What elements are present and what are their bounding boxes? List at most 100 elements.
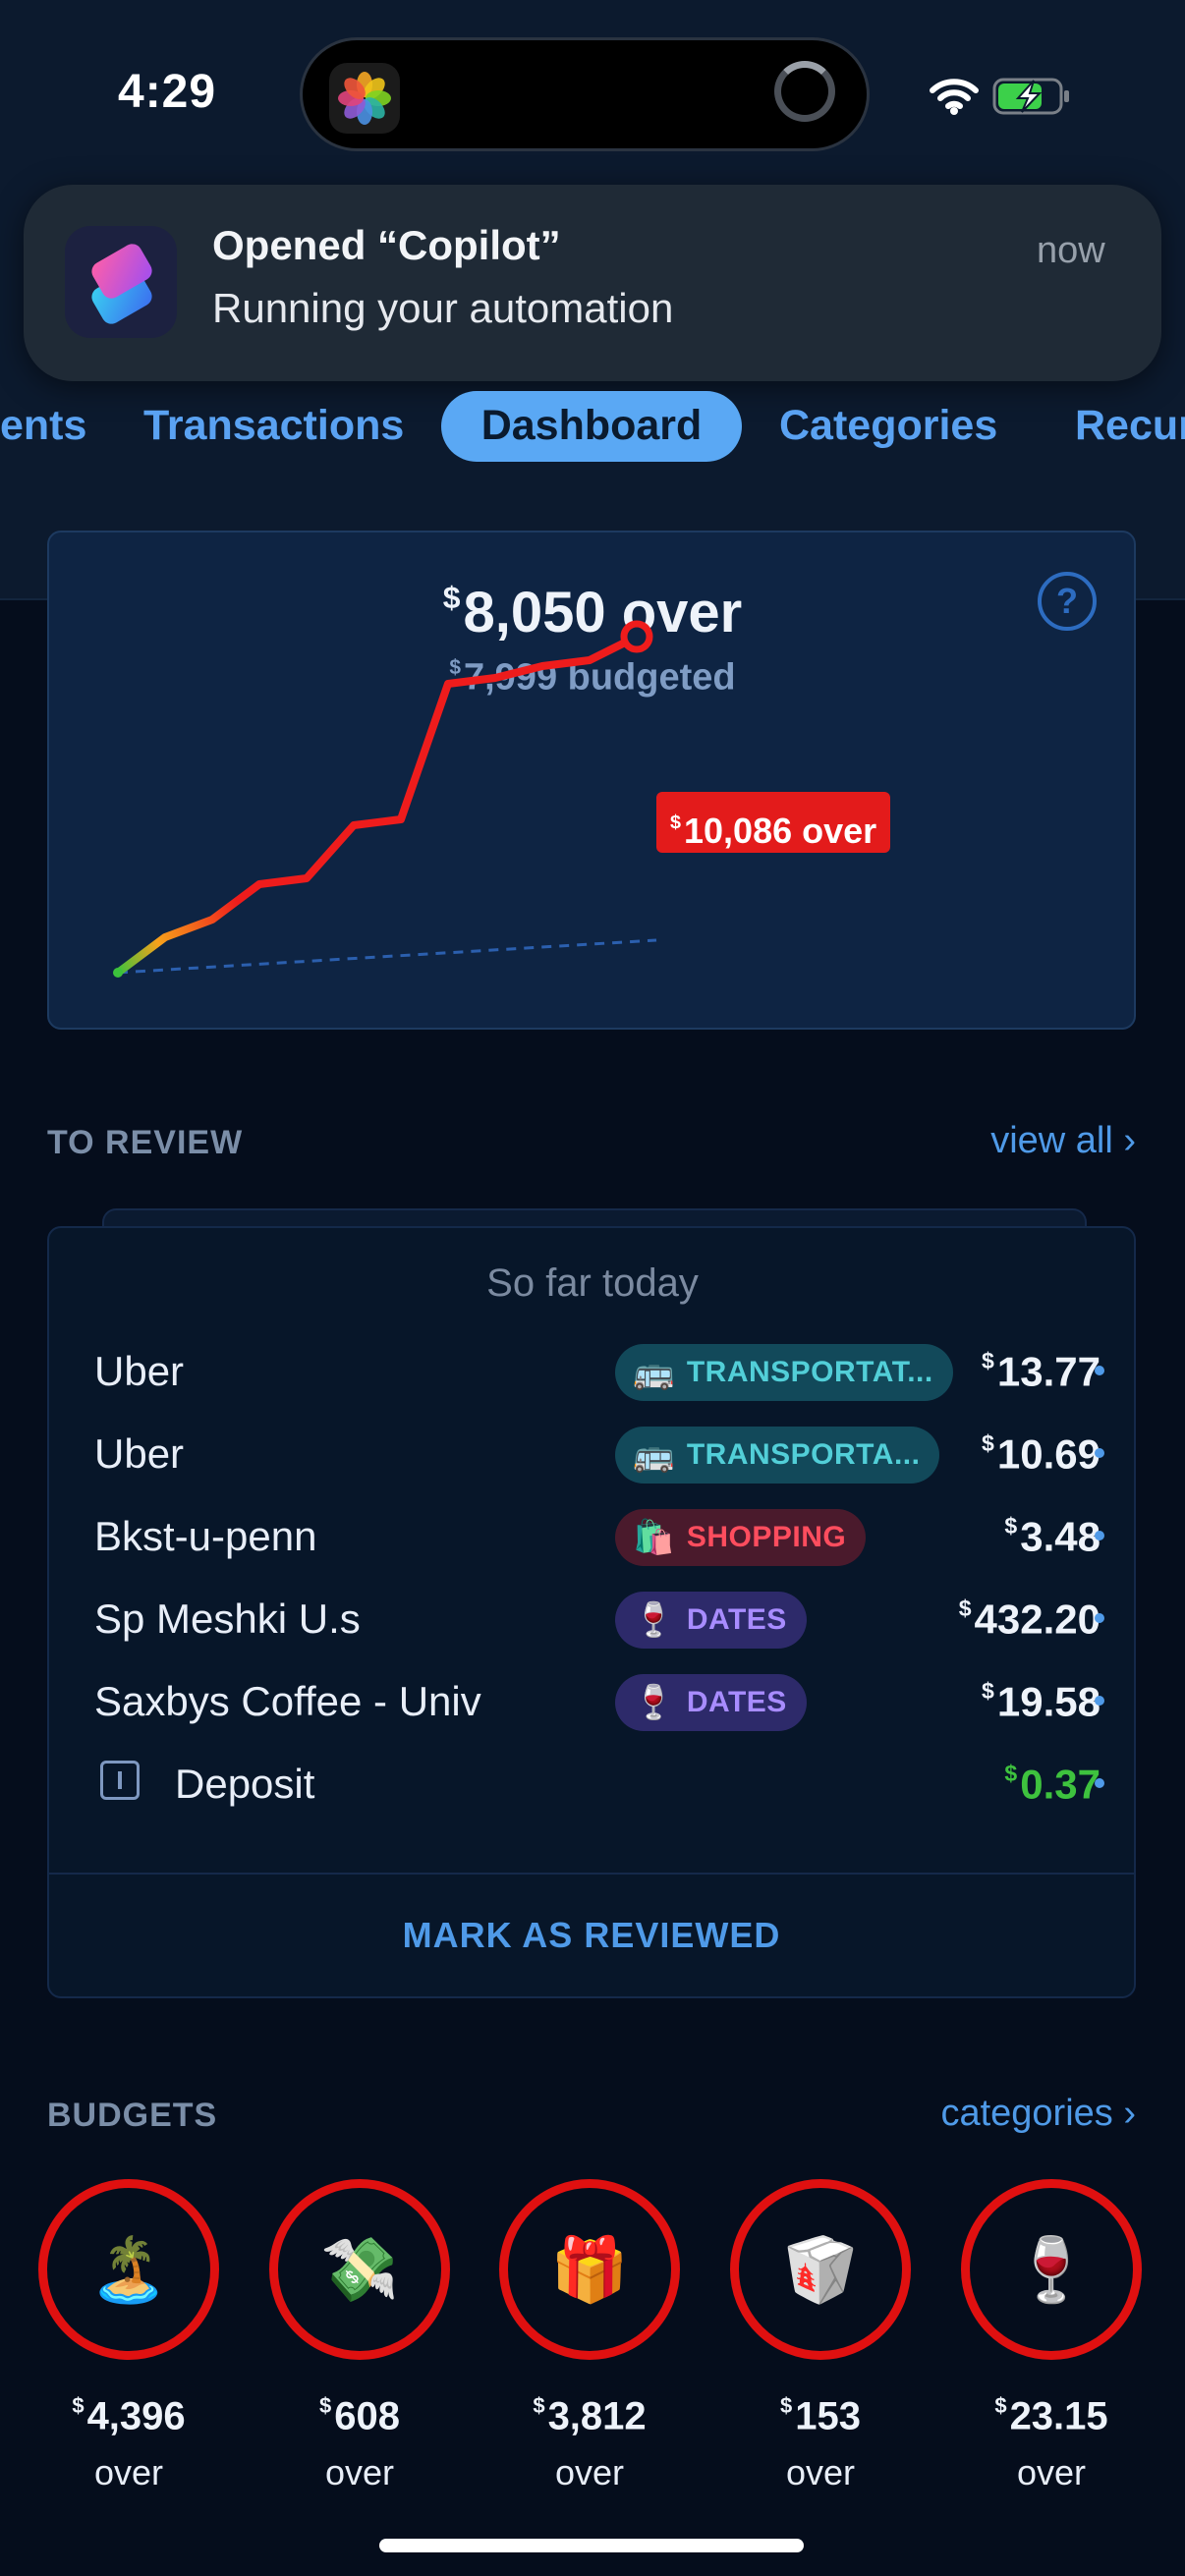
notification-body: Running your automation	[212, 285, 674, 331]
activity-ring-icon	[774, 61, 835, 122]
transaction-name[interactable]: Uber	[94, 1430, 185, 1477]
transaction-name[interactable]: Bkst-u-penn	[94, 1513, 317, 1559]
spending-line	[114, 633, 641, 977]
deposit-icon	[100, 1761, 140, 1800]
budget-ring-money[interactable]: 💸	[269, 2179, 450, 2360]
transaction-name[interactable]: Saxbys Coffee - Univ	[94, 1678, 481, 1724]
category-label: DATES	[686, 1603, 787, 1636]
tab-payments[interactable]: ents	[0, 402, 87, 449]
current-point-marker	[620, 620, 653, 653]
budget-ring-dates[interactable]: 🍷	[961, 2179, 1142, 2360]
category-pill[interactable]: 🍷 DATES	[615, 1592, 807, 1649]
so-far-today-label: So far today	[486, 1261, 699, 1305]
wine-glass-icon: 🍷	[1012, 2234, 1091, 2305]
money-with-wings-icon: 💸	[320, 2234, 399, 2305]
gift-icon: 🎁	[550, 2234, 629, 2305]
amount-value: 0.37	[1020, 1761, 1100, 1808]
budget-amount-value: 153	[795, 2394, 861, 2438]
takeout-box-icon: 🥡	[781, 2234, 860, 2305]
category-label: SHOPPING	[686, 1521, 847, 1553]
currency-symbol: $	[442, 580, 461, 616]
currency-symbol: $	[72, 2393, 85, 2418]
amount-value: 3.48	[1020, 1513, 1100, 1560]
to-review-card	[47, 1226, 1136, 1998]
transaction-name[interactable]: Uber	[94, 1348, 185, 1394]
review-card-stack	[102, 1208, 1087, 1230]
budget-line	[117, 938, 657, 975]
shortcuts-app-icon	[65, 226, 177, 338]
transaction-amount: $0.37	[1004, 1761, 1100, 1808]
budget-ring-takeout[interactable]: 🥡	[730, 2179, 911, 2360]
category-label: TRANSPORTAT...	[686, 1356, 933, 1388]
budget-status: over	[324, 2452, 395, 2492]
category-pill[interactable]: 🍷 DATES	[615, 1674, 807, 1731]
spending-chart-card[interactable]	[47, 531, 1136, 1030]
unreviewed-dot	[1095, 1531, 1104, 1540]
currency-symbol: $	[1004, 1513, 1018, 1539]
categories-link[interactable]: categories ›	[940, 2093, 1136, 2134]
budget-status: over	[554, 2452, 625, 2492]
transaction-amount: $10.69	[982, 1430, 1100, 1478]
bus-icon: 🚌	[633, 1436, 675, 1474]
currency-symbol: $	[982, 1678, 994, 1704]
transaction-name[interactable]: Deposit	[175, 1761, 315, 1807]
home-indicator[interactable]	[379, 2539, 804, 2552]
wine-glass-icon: 🍷	[633, 1601, 675, 1639]
tab-dashboard[interactable]: Dashboard	[441, 391, 742, 462]
budget-status: over	[93, 2452, 164, 2492]
amount-value: 13.77	[996, 1348, 1100, 1395]
currency-symbol: $	[982, 1430, 994, 1456]
help-icon[interactable]: ?	[1038, 572, 1097, 631]
budget-amount: $23.15	[933, 2393, 1169, 2439]
wifi-icon	[929, 77, 980, 121]
budget-amount-value: 3,812	[547, 2394, 647, 2438]
notification-title: Opened “Copilot”	[212, 222, 561, 268]
category-pill[interactable]: 🚌 TRANSPORTAT...	[615, 1344, 953, 1401]
over-amount-value: 8,050 over	[463, 581, 743, 644]
tab-recurrings[interactable]: Recur	[1075, 402, 1185, 449]
budget-status: over	[785, 2452, 856, 2492]
unreviewed-dot	[1095, 1778, 1104, 1788]
notification-time: now	[1037, 230, 1105, 271]
currency-symbol: $	[319, 2393, 332, 2418]
budget-amount: $4,396	[11, 2393, 247, 2439]
transaction-amount: $3.48	[1004, 1513, 1100, 1560]
photos-app-icon	[329, 63, 400, 134]
transaction-amount: $13.77	[982, 1348, 1100, 1395]
shopping-bags-icon: 🛍️	[633, 1519, 675, 1556]
notification-banner[interactable]	[24, 185, 1161, 381]
status-time: 4:29	[118, 66, 217, 118]
budget-amount: $153	[703, 2393, 938, 2439]
unreviewed-dot	[1095, 1613, 1104, 1623]
budget-amount-value: 608	[334, 2394, 400, 2438]
battery-charging-icon	[992, 77, 1073, 121]
over-tooltip-value: 10,086 over	[684, 810, 877, 851]
budget-ring-gifts[interactable]: 🎁	[499, 2179, 680, 2360]
unreviewed-dot	[1095, 1696, 1104, 1706]
currency-symbol: $	[994, 2393, 1007, 2418]
currency-symbol: $	[958, 1596, 972, 1621]
unreviewed-dot	[1095, 1366, 1104, 1375]
budget-ring-vacation[interactable]: 🏝️	[38, 2179, 219, 2360]
beach-icon: 🏝️	[89, 2234, 168, 2305]
currency-symbol: $	[780, 2393, 793, 2418]
start-point-marker	[113, 968, 123, 978]
amount-value: 432.20	[974, 1596, 1100, 1643]
category-pill[interactable]: 🚌 TRANSPORTA...	[615, 1427, 940, 1484]
transaction-amount: $432.20	[959, 1596, 1100, 1643]
category-pill[interactable]: 🛍️ SHOPPING	[615, 1509, 867, 1566]
tab-transactions[interactable]: Transactions	[143, 402, 405, 449]
view-all-link[interactable]: view all ›	[990, 1120, 1136, 1161]
currency-symbol: $	[449, 656, 461, 679]
budgets-title: BUDGETS	[47, 2097, 218, 2134]
tab-categories[interactable]: Categories	[779, 402, 998, 449]
budget-status: over	[1016, 2452, 1087, 2492]
mark-as-reviewed-button[interactable]: MARK AS REVIEWED	[402, 1915, 781, 1955]
transaction-amount: $19.58	[982, 1678, 1100, 1725]
budget-amount-value: 4,396	[86, 2394, 186, 2438]
amount-value: 19.58	[996, 1678, 1100, 1725]
amount-value: 10.69	[996, 1430, 1100, 1478]
transaction-name[interactable]: Sp Meshki U.s	[94, 1596, 361, 1642]
category-label: TRANSPORTA...	[686, 1438, 921, 1471]
currency-symbol: $	[533, 2393, 545, 2418]
